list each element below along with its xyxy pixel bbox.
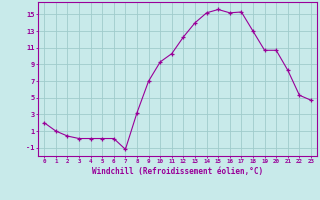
X-axis label: Windchill (Refroidissement éolien,°C): Windchill (Refroidissement éolien,°C) bbox=[92, 167, 263, 176]
